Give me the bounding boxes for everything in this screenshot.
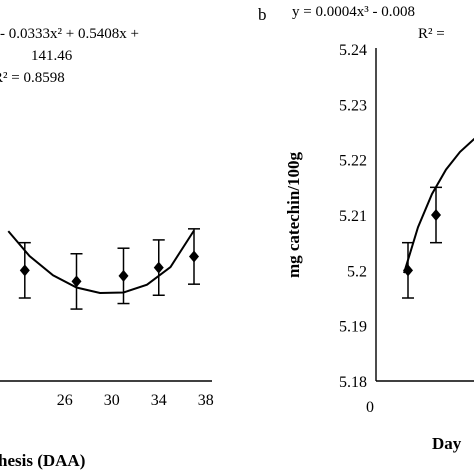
panel-a-data-point: [71, 275, 82, 288]
panel-b-data-point: [431, 209, 441, 222]
panel-a-points: [18, 228, 200, 310]
panel-a-data-point: [153, 261, 164, 274]
panel-b-x-axis-label: Day: [432, 434, 462, 453]
panel-b-y-ticks: 5.24 5.23 5.22 5.21 5.2 5.19 5.18: [339, 42, 367, 391]
panel-a-equation-line-1: - 0.0333x² + 0.5408x +: [0, 26, 139, 42]
panel-b-x-ticks: 0: [366, 399, 374, 416]
panel-a-data-point: [118, 269, 129, 282]
panel-b-equation-line-1: y = 0.0004x³ - 0.008: [292, 4, 415, 20]
panel-b-trendline: [403, 137, 474, 274]
panel-a-x-ticks: 26 30 34 38: [57, 392, 214, 409]
panel-a-r-squared: R² = 0.8598: [0, 70, 65, 86]
panel-b-points: [402, 186, 442, 299]
panel-a-x-tick-label: 30: [104, 392, 120, 409]
panel-b-y-axis-label: mg catechin/100g: [284, 151, 303, 278]
panel-b-letter: b: [258, 5, 267, 24]
panel-a: - 0.0333x² + 0.5408x + 141.46 R² = 0.859…: [0, 26, 214, 470]
panel-b-x-tick-label: 0: [366, 399, 374, 416]
panel-b-y-tick-label: 5.21: [339, 208, 367, 225]
panel-b-data-point: [403, 264, 413, 277]
panel-a-trendline: [7, 229, 195, 295]
panel-a-equation-line-2: 141.46: [31, 48, 73, 64]
panel-a-data-point: [189, 250, 199, 263]
panel-b-y-tick-label: 5.2: [347, 263, 367, 280]
panel-a-x-tick-label: 26: [57, 392, 73, 409]
panel-b: b y = 0.0004x³ - 0.008 R² = 5.24 5.23 5.22…: [258, 4, 474, 453]
panel-b-y-tick-label: 5.18: [339, 374, 367, 391]
panel-a-x-tick-label: 38: [198, 392, 214, 409]
panel-b-y-tick-label: 5.23: [339, 97, 367, 114]
panel-b-y-tick-label: 5.24: [339, 42, 367, 59]
panel-b-equation-line-2: R² =: [418, 26, 445, 42]
panel-a-x-axis-label: hesis (DAA): [0, 451, 85, 470]
panel-a-data-point: [19, 264, 30, 277]
panel-a-x-tick-label: 34: [151, 392, 167, 409]
panel-b-y-tick-label: 5.22: [339, 153, 367, 170]
panel-b-y-tick-label: 5.19: [339, 319, 367, 336]
